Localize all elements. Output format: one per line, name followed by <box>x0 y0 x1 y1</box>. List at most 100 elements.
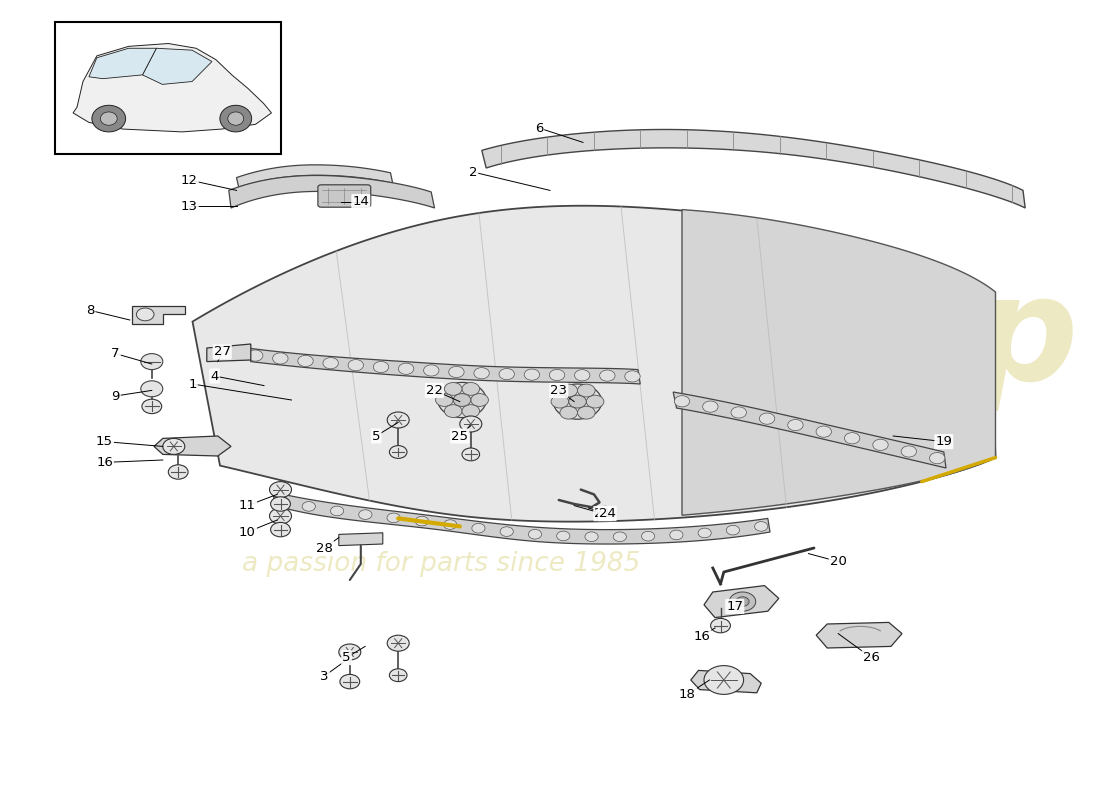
Circle shape <box>625 371 640 382</box>
Circle shape <box>816 426 832 438</box>
Circle shape <box>595 506 615 521</box>
Circle shape <box>578 406 595 419</box>
Circle shape <box>759 413 774 424</box>
Text: 10: 10 <box>239 526 256 538</box>
Circle shape <box>549 370 564 381</box>
Circle shape <box>443 520 456 530</box>
Text: 17: 17 <box>726 600 744 613</box>
Circle shape <box>248 350 263 361</box>
Polygon shape <box>691 670 761 693</box>
Polygon shape <box>482 130 1025 208</box>
Text: 16: 16 <box>693 630 711 642</box>
Circle shape <box>729 592 756 611</box>
Polygon shape <box>143 48 212 84</box>
Polygon shape <box>273 492 770 544</box>
Circle shape <box>698 528 712 538</box>
Circle shape <box>340 674 360 689</box>
Text: 9: 9 <box>111 390 120 402</box>
Text: 12: 12 <box>180 174 198 186</box>
Circle shape <box>462 382 480 395</box>
Circle shape <box>348 359 363 370</box>
Text: 13: 13 <box>180 200 198 213</box>
Circle shape <box>574 370 590 381</box>
Text: 3: 3 <box>320 670 329 682</box>
Polygon shape <box>682 210 996 515</box>
Circle shape <box>389 669 407 682</box>
Text: 7: 7 <box>111 347 120 360</box>
Circle shape <box>674 396 690 407</box>
Circle shape <box>453 394 471 406</box>
Ellipse shape <box>220 106 252 132</box>
Text: 19: 19 <box>935 435 953 448</box>
Circle shape <box>168 465 188 479</box>
Circle shape <box>270 482 292 498</box>
Circle shape <box>136 308 154 321</box>
Circle shape <box>472 523 485 533</box>
Polygon shape <box>673 392 946 468</box>
Text: 15: 15 <box>96 435 113 448</box>
Text: es: es <box>654 326 840 466</box>
Polygon shape <box>248 348 640 384</box>
Circle shape <box>398 363 414 374</box>
Circle shape <box>736 597 749 606</box>
Circle shape <box>704 666 744 694</box>
Circle shape <box>560 406 578 419</box>
Text: europ: europ <box>600 270 1079 410</box>
Text: 21: 21 <box>594 507 612 520</box>
Bar <box>55 22 280 154</box>
FancyBboxPatch shape <box>318 185 371 207</box>
Polygon shape <box>816 622 902 648</box>
Circle shape <box>436 394 453 406</box>
Circle shape <box>330 506 343 516</box>
Circle shape <box>387 412 409 428</box>
Circle shape <box>525 369 540 380</box>
Text: 4: 4 <box>210 370 219 382</box>
Circle shape <box>373 362 388 373</box>
Text: 22: 22 <box>426 384 443 397</box>
Ellipse shape <box>100 112 118 126</box>
Circle shape <box>387 513 400 522</box>
Circle shape <box>462 405 480 418</box>
Circle shape <box>298 355 314 366</box>
Text: 20: 20 <box>829 555 847 568</box>
Text: 18: 18 <box>679 688 696 701</box>
Circle shape <box>416 516 429 526</box>
Circle shape <box>569 395 586 408</box>
Circle shape <box>444 382 462 395</box>
Text: 14: 14 <box>352 195 370 208</box>
Circle shape <box>438 382 486 418</box>
Circle shape <box>600 370 615 382</box>
Polygon shape <box>192 206 996 522</box>
Polygon shape <box>132 306 185 324</box>
Circle shape <box>444 405 462 418</box>
Ellipse shape <box>228 112 244 126</box>
Polygon shape <box>229 175 434 208</box>
Text: 1: 1 <box>188 378 197 390</box>
Circle shape <box>930 453 945 464</box>
Polygon shape <box>704 586 779 618</box>
Text: 26: 26 <box>862 651 880 664</box>
Circle shape <box>271 522 290 537</box>
Circle shape <box>553 384 602 419</box>
Circle shape <box>499 369 515 380</box>
Text: 11: 11 <box>239 499 256 512</box>
Circle shape <box>788 419 803 430</box>
Circle shape <box>845 433 860 444</box>
Circle shape <box>141 381 163 397</box>
Polygon shape <box>73 43 272 132</box>
Circle shape <box>585 532 598 542</box>
Circle shape <box>474 368 490 379</box>
Polygon shape <box>339 533 383 546</box>
Circle shape <box>613 532 626 542</box>
Circle shape <box>641 531 654 541</box>
Circle shape <box>557 531 570 541</box>
Text: 8: 8 <box>86 304 95 317</box>
Circle shape <box>732 407 747 418</box>
Text: 24: 24 <box>598 507 616 520</box>
Polygon shape <box>89 48 156 78</box>
Circle shape <box>141 354 163 370</box>
Text: 23: 23 <box>550 384 568 397</box>
Circle shape <box>500 526 514 536</box>
Circle shape <box>460 416 482 432</box>
Circle shape <box>462 448 480 461</box>
